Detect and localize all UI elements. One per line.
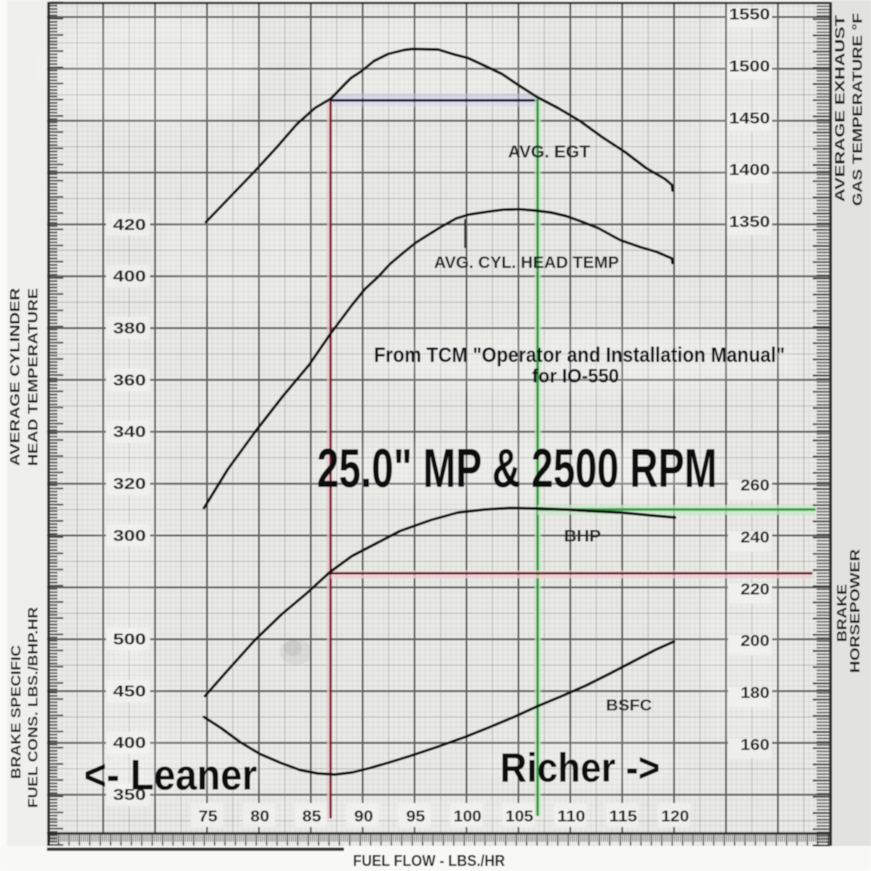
svg-text:1500: 1500 bbox=[729, 59, 770, 76]
svg-text:260: 260 bbox=[741, 478, 770, 495]
svg-text:120: 120 bbox=[661, 809, 689, 826]
svg-text:AVG. CYL. HEAD TEMP: AVG. CYL. HEAD TEMP bbox=[434, 253, 619, 272]
svg-text:95: 95 bbox=[406, 809, 425, 826]
svg-text:380: 380 bbox=[113, 320, 146, 337]
svg-text:115: 115 bbox=[609, 809, 637, 826]
svg-text:1450: 1450 bbox=[729, 110, 770, 127]
svg-text:1350: 1350 bbox=[729, 214, 770, 231]
svg-text:300: 300 bbox=[113, 528, 146, 545]
svg-text:<- Leaner: <- Leaner bbox=[84, 753, 257, 800]
svg-text:500: 500 bbox=[113, 632, 146, 649]
svg-text:350: 350 bbox=[113, 787, 146, 804]
svg-text:FUEL CONS. LBS./BHP.HR: FUEL CONS. LBS./BHP.HR bbox=[26, 607, 41, 808]
svg-text:FUEL FLOW - LBS./HR: FUEL FLOW - LBS./HR bbox=[353, 853, 505, 870]
svg-text:80: 80 bbox=[250, 809, 269, 826]
svg-text:240: 240 bbox=[741, 529, 770, 546]
svg-text:320: 320 bbox=[113, 476, 146, 493]
svg-text:160: 160 bbox=[741, 737, 770, 754]
svg-text:HORSEPOWER: HORSEPOWER bbox=[848, 549, 863, 673]
svg-text:AVERAGE CYLINDER: AVERAGE CYLINDER bbox=[7, 288, 23, 466]
svg-text:GAS TEMPERATURE °F: GAS TEMPERATURE °F bbox=[849, 12, 865, 206]
svg-text:for IO-550: for IO-550 bbox=[532, 366, 619, 388]
svg-text:AVERAGE EXHAUST: AVERAGE EXHAUST bbox=[832, 14, 848, 202]
svg-text:AVG. EGT: AVG. EGT bbox=[508, 142, 590, 162]
svg-text:Richer ->: Richer -> bbox=[500, 745, 660, 791]
svg-text:BHP: BHP bbox=[564, 528, 601, 546]
svg-text:HEAD TEMPERATURE: HEAD TEMPERATURE bbox=[25, 288, 41, 466]
svg-text:BRAKE: BRAKE bbox=[835, 584, 850, 642]
svg-text:75: 75 bbox=[199, 809, 218, 826]
svg-text:220: 220 bbox=[741, 581, 770, 598]
svg-text:400: 400 bbox=[113, 269, 146, 286]
svg-text:100: 100 bbox=[454, 809, 482, 826]
svg-text:400: 400 bbox=[113, 735, 146, 752]
svg-text:From TCM "Operator and Install: From TCM "Operator and Installation Manu… bbox=[374, 344, 785, 367]
svg-text:450: 450 bbox=[113, 683, 146, 700]
svg-text:180: 180 bbox=[741, 685, 770, 702]
svg-text:BRAKE SPECIFIC: BRAKE SPECIFIC bbox=[9, 645, 24, 779]
svg-text:105: 105 bbox=[505, 809, 533, 826]
svg-text:360: 360 bbox=[113, 372, 146, 389]
svg-text:BSFC: BSFC bbox=[606, 698, 652, 715]
svg-text:420: 420 bbox=[113, 217, 146, 234]
svg-text:1550: 1550 bbox=[729, 7, 770, 24]
svg-text:340: 340 bbox=[113, 424, 146, 441]
svg-text:90: 90 bbox=[354, 809, 373, 826]
svg-text:200: 200 bbox=[741, 633, 770, 650]
svg-text:1400: 1400 bbox=[729, 162, 770, 179]
svg-text:25.0" MP & 2500 RPM: 25.0" MP & 2500 RPM bbox=[317, 437, 717, 499]
svg-text:110: 110 bbox=[557, 809, 585, 826]
svg-text:85: 85 bbox=[302, 809, 321, 826]
